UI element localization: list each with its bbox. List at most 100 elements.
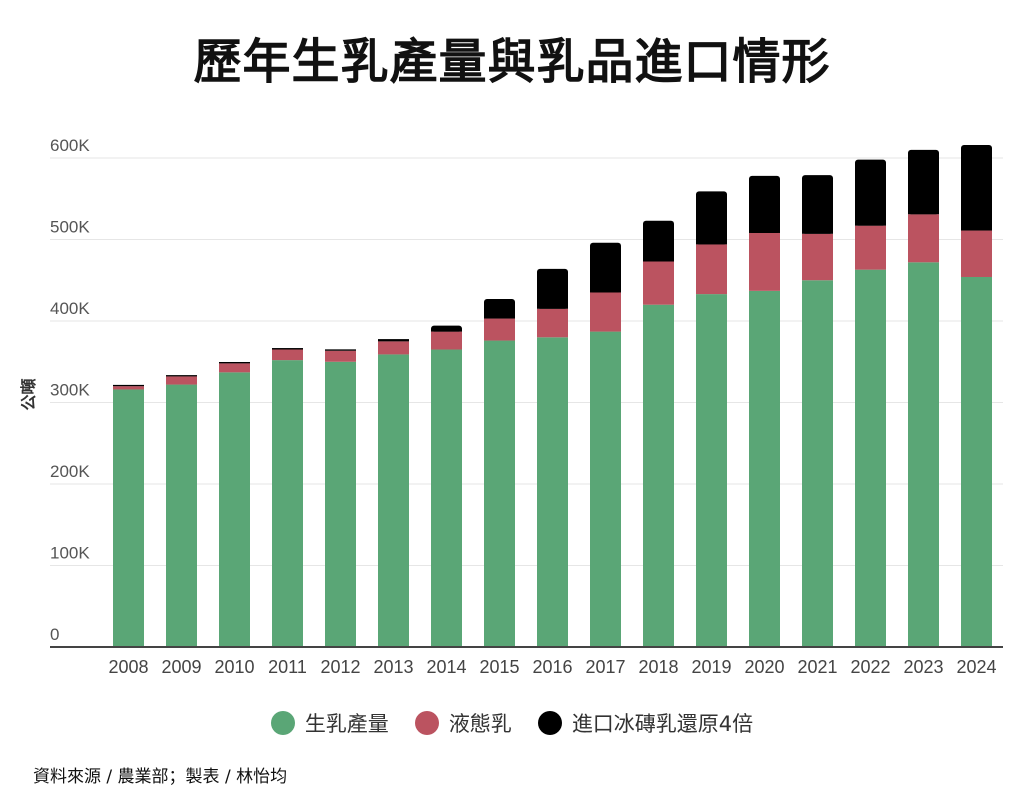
bar-segment[interactable]: [590, 331, 621, 647]
bar-segment[interactable]: [961, 230, 992, 277]
y-tick-label: 600K: [50, 136, 90, 155]
bar-segment[interactable]: [643, 261, 674, 305]
x-tick-label: 2009: [161, 657, 201, 677]
bar-stack-2018: [643, 220, 674, 647]
bar-segment[interactable]: [378, 354, 409, 647]
x-tick-label: 2021: [797, 657, 837, 677]
bar-segment-fill: [537, 288, 568, 309]
bar-segment[interactable]: [113, 389, 144, 647]
bar-segment[interactable]: [961, 276, 992, 647]
x-tick-label: 2017: [585, 657, 625, 677]
chart-title: 歷年生乳產量與乳品進口情形: [193, 34, 831, 90]
bar-stack-2014: [431, 325, 462, 647]
bar-segment-fill: [802, 204, 833, 234]
legend-item-raw-milk[interactable]: 生乳產量: [270, 708, 389, 738]
bar-segment[interactable]: [802, 233, 833, 281]
bar-stack-2017: [590, 242, 621, 647]
bar-segment[interactable]: [272, 360, 303, 647]
bar-segment-fill: [696, 217, 727, 245]
bar-segment[interactable]: [272, 349, 303, 361]
y-tick-label: 0: [50, 625, 59, 644]
bar-segment[interactable]: [113, 384, 144, 387]
x-tick-label: 2023: [903, 657, 943, 677]
bar-segment[interactable]: [749, 232, 780, 291]
bar-segment[interactable]: [378, 339, 409, 342]
legend-item-liquid-milk[interactable]: 液態乳: [414, 708, 512, 738]
bars: [113, 144, 992, 647]
bar-segment[interactable]: [484, 340, 515, 647]
bar-segment[interactable]: [802, 280, 833, 647]
bar-segment[interactable]: [272, 348, 303, 350]
bar-stack-2013: [378, 339, 409, 647]
bar-segment[interactable]: [113, 386, 144, 390]
bar-segment[interactable]: [643, 304, 674, 647]
bar-segment-fill: [855, 192, 886, 226]
bar-segment[interactable]: [696, 244, 727, 295]
x-tick-label: 2018: [638, 657, 678, 677]
bar-stack-2021: [802, 175, 833, 647]
bar-stack-2008: [113, 384, 144, 647]
bar-segment[interactable]: [590, 292, 621, 332]
bar-segment[interactable]: [325, 349, 356, 351]
bar-stack-2016: [537, 268, 568, 647]
bar-stack-2020: [749, 175, 780, 647]
x-tick-label: 2008: [108, 657, 148, 677]
bar-stack-2015: [484, 298, 515, 647]
x-tick-label: 2020: [744, 657, 784, 677]
bar-segment-fill: [431, 328, 462, 332]
bar-segment[interactable]: [166, 384, 197, 647]
bar-stack-2012: [325, 349, 356, 647]
bar-segment-fill: [961, 187, 992, 231]
x-tick-label: 2019: [691, 657, 731, 677]
bar-segment[interactable]: [484, 318, 515, 341]
bar-segment[interactable]: [855, 225, 886, 270]
legend-swatch-raw-milk: [270, 711, 295, 735]
bar-segment[interactable]: [431, 349, 462, 647]
bar-segment[interactable]: [219, 372, 250, 647]
x-tick-label: 2012: [320, 657, 360, 677]
legend-label-imported-frozen-milk: 進口冰磚乳還原4倍: [571, 712, 754, 736]
legend-label-raw-milk: 生乳產量: [304, 712, 389, 736]
y-tick-label: 100K: [50, 544, 90, 563]
legend-item-imported-frozen-milk[interactable]: 進口冰磚乳還原4倍: [537, 708, 754, 738]
bar-segment[interactable]: [908, 262, 939, 647]
y-axis-label: 公噸: [19, 378, 38, 410]
bar-segment[interactable]: [325, 350, 356, 362]
legend-swatch-liquid-milk: [414, 711, 439, 735]
bar-segment[interactable]: [219, 363, 250, 373]
bar-segment[interactable]: [855, 269, 886, 647]
x-tick-label: 2022: [850, 657, 890, 677]
bar-segment[interactable]: [537, 337, 568, 647]
bar-segment[interactable]: [166, 375, 197, 377]
bar-segment-fill: [908, 182, 939, 215]
bar-segment[interactable]: [378, 341, 409, 355]
bar-segment[interactable]: [325, 361, 356, 647]
y-tick-label: 300K: [50, 381, 90, 400]
x-tick-label: 2024: [956, 657, 996, 677]
bar-stack-2009: [166, 375, 197, 647]
bar-segment-fill: [484, 308, 515, 319]
bar-segment[interactable]: [537, 308, 568, 338]
bar-stack-2024: [961, 144, 992, 647]
bar-segment-fill: [749, 204, 780, 233]
bar-segment-fill: [590, 267, 621, 293]
bar-segment[interactable]: [696, 294, 727, 647]
y-axis-ticks: 0 100K 200K 300K 400K 500K 600K: [50, 136, 90, 644]
y-tick-label: 200K: [50, 462, 90, 481]
x-tick-label: 2015: [479, 657, 519, 677]
legend-label-liquid-milk: 液態乳: [448, 712, 512, 736]
x-axis-ticks: 2008 2009 2010 2011 2012 2013 2014 2015 2016 2017…: [108, 657, 996, 677]
bar-stack-2022: [855, 159, 886, 647]
bar-segment[interactable]: [166, 376, 197, 385]
bar-segment-fill: [643, 241, 674, 262]
x-tick-label: 2011: [268, 657, 307, 677]
x-tick-label: 2013: [373, 657, 413, 677]
x-tick-label: 2014: [426, 657, 466, 677]
bar-stack-2011: [272, 348, 303, 647]
bar-segment[interactable]: [219, 361, 250, 364]
bar-segment[interactable]: [908, 214, 939, 263]
bar-segment[interactable]: [749, 290, 780, 647]
bar-segment[interactable]: [431, 331, 462, 350]
bar-stack-2010: [219, 361, 250, 647]
